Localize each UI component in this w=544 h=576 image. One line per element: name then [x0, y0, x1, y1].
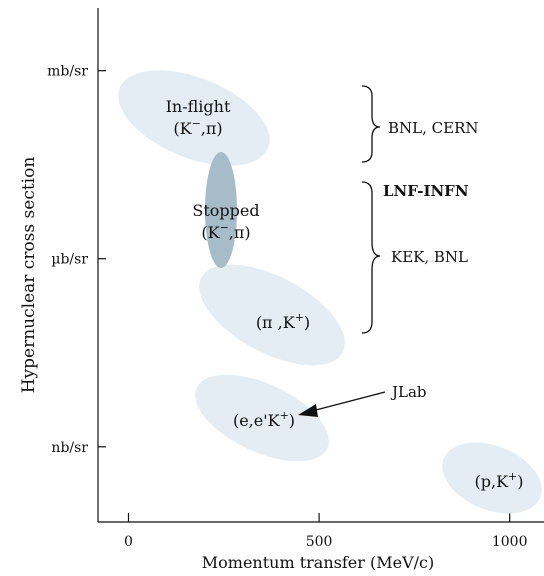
label-in-flight-reaction: (K−,π)	[173, 117, 222, 138]
y-tick-label-1: µb/sr	[51, 252, 88, 268]
x-axis-title: Momentum transfer (MeV/c)	[202, 553, 434, 572]
label-pi-k: (π ,K+)	[256, 311, 310, 332]
region-stopped	[205, 152, 237, 268]
x-tick-label-2: 1000	[492, 534, 528, 550]
region-electro	[195, 374, 329, 462]
brace-kek-bnl	[361, 181, 381, 334]
region-in-flight	[118, 70, 270, 166]
facility-kek-bnl: KEK, BNL	[391, 248, 468, 266]
brace-bnl-cern	[361, 85, 381, 163]
label-in-flight-line1: In-flight	[166, 97, 231, 116]
y-tick-label-2: nb/sr	[51, 440, 88, 456]
jlab-arrow	[298, 391, 386, 417]
facility-lnf-infn: LNF-INFN	[383, 182, 469, 200]
region-p-k	[442, 442, 542, 514]
label-electro: (e,e'K+)	[233, 409, 295, 430]
x-tick-label-1: 500	[306, 534, 333, 550]
y-axis-title: Hypernuclear cross section	[19, 157, 39, 394]
label-p-k: (p,K+)	[475, 470, 524, 491]
y-tick-label-0: mb/sr	[47, 64, 88, 80]
region-pi-k	[199, 264, 345, 366]
facility-bnl-cern: BNL, CERN	[388, 119, 479, 137]
label-stopped-line1: Stopped	[192, 201, 259, 220]
x-tick-label-0: 0	[124, 534, 133, 550]
label-stopped-reaction: (K−,π)	[201, 221, 250, 242]
facility-jlab: JLab	[390, 383, 427, 401]
